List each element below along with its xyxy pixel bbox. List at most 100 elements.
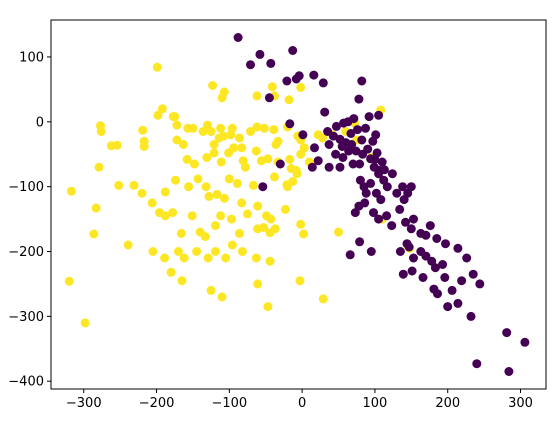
data-point bbox=[160, 211, 170, 221]
data-point bbox=[337, 142, 347, 151]
data-point bbox=[353, 125, 362, 135]
data-point bbox=[129, 180, 139, 190]
data-point bbox=[273, 136, 283, 146]
data-point bbox=[206, 127, 216, 136]
data-point bbox=[392, 188, 402, 198]
data-point bbox=[440, 273, 450, 282]
x-tick-label: 300 bbox=[508, 396, 533, 411]
data-point bbox=[404, 242, 414, 252]
series-yellow bbox=[64, 62, 415, 328]
data-point bbox=[267, 82, 277, 92]
data-point bbox=[237, 198, 247, 208]
data-point bbox=[438, 260, 448, 269]
data-point bbox=[504, 367, 514, 376]
data-point bbox=[160, 253, 170, 263]
data-point bbox=[354, 94, 364, 104]
data-point bbox=[173, 247, 183, 256]
x-tick-label: 200 bbox=[435, 396, 460, 411]
data-point bbox=[377, 157, 387, 167]
data-point bbox=[157, 104, 167, 114]
data-point bbox=[443, 302, 453, 312]
data-point bbox=[200, 232, 210, 242]
data-point bbox=[371, 130, 381, 140]
data-point bbox=[184, 182, 194, 192]
data-point bbox=[331, 121, 341, 131]
data-point bbox=[372, 148, 382, 158]
data-point bbox=[237, 247, 247, 256]
data-point bbox=[266, 214, 276, 224]
data-point bbox=[387, 221, 397, 231]
data-point bbox=[520, 337, 530, 347]
data-point bbox=[361, 188, 371, 198]
data-point bbox=[246, 60, 255, 70]
x-tick-label: 100 bbox=[363, 396, 388, 411]
data-point bbox=[421, 251, 431, 261]
data-point bbox=[221, 253, 231, 263]
plot-area bbox=[64, 33, 530, 376]
data-point bbox=[295, 276, 305, 286]
data-point bbox=[294, 71, 304, 81]
data-point bbox=[466, 311, 476, 321]
data-point bbox=[209, 148, 219, 158]
data-point bbox=[376, 195, 386, 205]
data-point bbox=[235, 228, 244, 238]
data-point bbox=[382, 182, 392, 192]
series-purple bbox=[233, 33, 530, 376]
data-point bbox=[96, 127, 106, 136]
y-tick-label: 0 bbox=[36, 115, 44, 130]
data-point bbox=[360, 198, 370, 208]
y-tick-label: 100 bbox=[19, 50, 44, 65]
data-point bbox=[296, 82, 306, 92]
x-tick-label: −100 bbox=[211, 396, 247, 411]
data-point bbox=[283, 182, 293, 192]
data-point bbox=[406, 224, 416, 234]
data-point bbox=[453, 243, 463, 253]
data-point bbox=[318, 294, 328, 304]
data-point bbox=[310, 143, 319, 153]
data-point bbox=[179, 253, 189, 263]
data-point bbox=[168, 208, 178, 218]
data-point bbox=[432, 234, 442, 243]
data-point bbox=[259, 123, 269, 133]
data-point bbox=[364, 112, 374, 122]
data-point bbox=[219, 131, 228, 141]
data-point bbox=[114, 180, 124, 190]
data-point bbox=[263, 154, 273, 164]
y-tick-label: −400 bbox=[8, 375, 44, 390]
data-point bbox=[280, 204, 290, 214]
y-ticks: −400 −300 −200 −100 0 100 bbox=[8, 50, 51, 390]
data-point bbox=[374, 166, 384, 175]
y-tick-label: −300 bbox=[8, 310, 44, 325]
data-point bbox=[171, 175, 180, 185]
data-point bbox=[371, 188, 381, 198]
data-point bbox=[406, 182, 416, 192]
data-point bbox=[206, 285, 216, 295]
data-point bbox=[335, 162, 345, 172]
data-point bbox=[407, 266, 417, 276]
data-point bbox=[453, 298, 463, 308]
data-point bbox=[188, 123, 198, 133]
data-point bbox=[216, 211, 226, 221]
data-point bbox=[251, 253, 261, 263]
data-point bbox=[123, 240, 133, 250]
data-point bbox=[232, 178, 242, 188]
data-point bbox=[387, 169, 397, 179]
data-point bbox=[409, 214, 418, 224]
data-point bbox=[229, 143, 239, 153]
data-point bbox=[147, 198, 157, 208]
data-point bbox=[291, 166, 301, 175]
data-point bbox=[398, 269, 408, 279]
data-point bbox=[401, 217, 410, 227]
data-point bbox=[395, 247, 405, 256]
data-point bbox=[211, 247, 220, 256]
data-point bbox=[211, 221, 220, 231]
data-point bbox=[182, 154, 192, 164]
data-point bbox=[255, 49, 265, 59]
data-point bbox=[374, 214, 384, 224]
data-point bbox=[298, 130, 308, 140]
data-point bbox=[246, 127, 255, 136]
data-point bbox=[176, 228, 186, 238]
data-point bbox=[457, 276, 467, 286]
data-point bbox=[112, 140, 122, 150]
data-point bbox=[266, 58, 276, 68]
